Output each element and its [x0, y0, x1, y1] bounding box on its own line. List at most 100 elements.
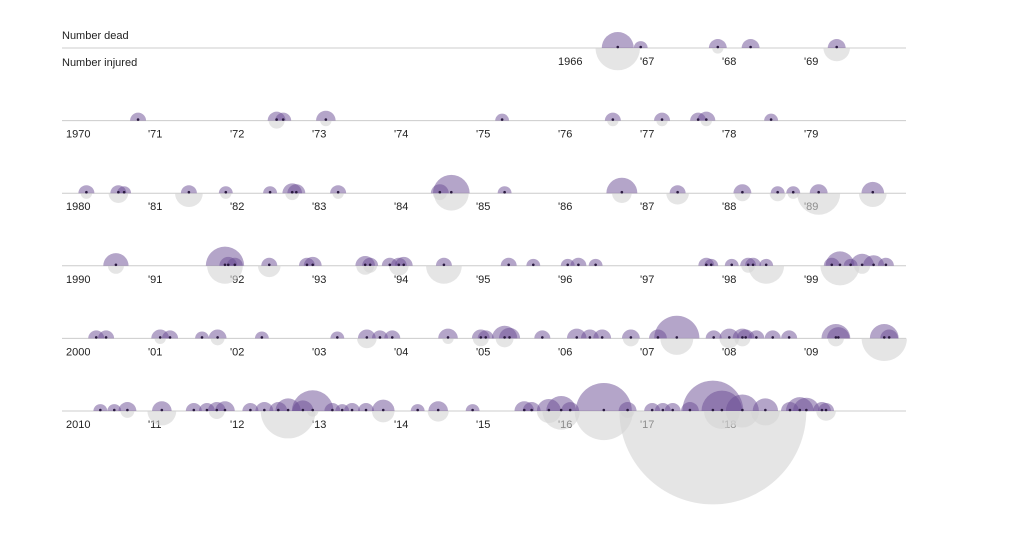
x-tick-label: '03: [312, 346, 326, 358]
dead-semicircle: [781, 330, 798, 339]
event-dot: [168, 336, 172, 339]
x-tick-label: '78: [722, 129, 736, 141]
injured-semicircle: [666, 193, 689, 205]
dead-semicircle: [98, 330, 115, 339]
event-dot: [611, 118, 615, 121]
dead-semicircle: [748, 330, 765, 339]
event-dot: [849, 263, 852, 267]
event-dot: [275, 118, 278, 121]
dead-semicircle: [654, 315, 700, 339]
dead-semicircle: [410, 404, 425, 411]
event-dot: [136, 118, 140, 121]
injured-semicircle: [442, 338, 454, 345]
dead-semicircle: [152, 401, 172, 411]
x-tick-label: 2000: [66, 346, 90, 358]
x-tick-label: '74: [394, 129, 408, 141]
injured-semicircle: [268, 120, 285, 129]
event-dot: [324, 118, 328, 121]
dead-semicircle: [708, 39, 727, 48]
event-dot: [500, 118, 504, 121]
event-dot: [764, 263, 768, 267]
dead-semicircle: [741, 39, 760, 48]
injured-semicircle: [622, 338, 639, 347]
dead-semicircle: [118, 402, 137, 411]
event-dot: [741, 408, 744, 412]
event-dot: [311, 408, 315, 412]
event-dot: [711, 408, 715, 412]
injured-semicircle: [827, 338, 844, 347]
event-dot: [769, 118, 773, 121]
dead-semicircle: [745, 257, 762, 266]
dead-semicircle: [725, 394, 759, 411]
dead-semicircle: [435, 257, 452, 266]
injured-semicircle: [769, 193, 786, 202]
event-dot: [192, 408, 196, 412]
event-dot: [363, 263, 367, 267]
event-dot: [602, 408, 606, 412]
dead-semicircle: [261, 257, 278, 266]
event-dot: [838, 263, 842, 267]
event-dot: [336, 336, 339, 339]
injured-semicircle: [854, 265, 871, 274]
injured-semicircle: [574, 411, 633, 441]
event-dot: [301, 408, 305, 412]
event-dot: [99, 408, 102, 412]
event-dot: [709, 263, 713, 267]
event-dot: [224, 190, 228, 194]
event-dot: [126, 408, 129, 412]
x-tick-label: '15: [476, 419, 490, 431]
x-tick-label: '71: [148, 129, 162, 141]
event-dot: [522, 408, 526, 412]
dead-semicircle: [764, 113, 779, 121]
injured-semicircle: [612, 193, 632, 203]
x-tick-label: '67: [640, 56, 654, 68]
injured-semicircle: [858, 193, 887, 208]
event-dot: [661, 408, 665, 412]
dead-semicircle: [254, 331, 269, 339]
event-dot: [720, 408, 724, 412]
dead-semicircle: [495, 113, 510, 121]
dead-semicircle: [704, 258, 719, 266]
event-dot: [547, 408, 551, 412]
injured-semicircle: [861, 338, 907, 362]
dead-semicircle: [621, 329, 640, 339]
dead-semicircle: [103, 253, 129, 266]
injured-semicircle: [108, 193, 129, 203]
injured-semicircle: [719, 338, 740, 349]
injured-semicircle: [748, 265, 785, 284]
dead-semicircle: [195, 331, 209, 339]
injured-semicircle: [210, 338, 225, 346]
injured-semicircle: [371, 411, 395, 423]
dead-semicircle: [588, 258, 603, 266]
dead-semicircle: [534, 330, 551, 339]
event-dot: [276, 408, 280, 412]
dead-semicircle: [793, 397, 820, 411]
event-dot: [507, 263, 511, 267]
dead-semicircle: [561, 402, 580, 411]
x-tick-label: '07: [640, 346, 654, 358]
event-dot: [650, 408, 654, 412]
injured-semicircle: [700, 120, 712, 127]
dead-semicircle: [498, 327, 521, 339]
event-dot: [566, 263, 570, 267]
event-dot: [577, 263, 580, 267]
dead-semicircle: [618, 402, 637, 411]
injured-semicircle: [427, 411, 449, 422]
injured-semicircle: [595, 48, 641, 71]
dead-semicircle: [606, 177, 638, 194]
event-dot: [887, 336, 891, 339]
x-tick-label: '99: [804, 274, 818, 286]
injured-semicircle: [220, 193, 232, 199]
event-dot: [541, 336, 544, 339]
event-dot: [712, 336, 715, 339]
legend-dead: Number dead: [62, 30, 129, 42]
event-dot: [263, 408, 266, 412]
x-tick-label: 1966: [558, 56, 582, 68]
event-dot: [295, 190, 298, 194]
event-dot: [503, 190, 506, 194]
x-tick-label: '84: [394, 201, 408, 213]
injured-semicircle: [816, 411, 836, 421]
event-dot: [85, 190, 88, 194]
event-dot: [508, 336, 511, 339]
injured-semicircle: [660, 338, 694, 355]
